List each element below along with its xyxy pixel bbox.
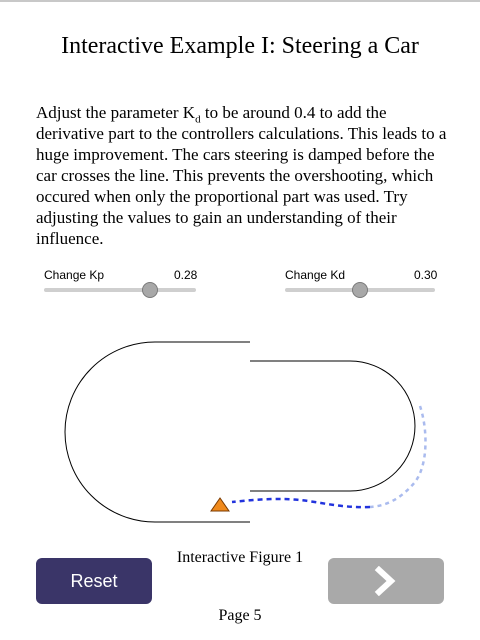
page-number: Page 5 xyxy=(218,607,262,624)
car-path-trace xyxy=(231,497,371,509)
kp-slider-track[interactable] xyxy=(44,288,196,292)
interactive-figure[interactable] xyxy=(0,330,480,540)
kd-slider-label: Change Kd xyxy=(285,268,346,282)
paragraph-text-rest: to be around 0.4 to add the derivative p… xyxy=(36,103,447,248)
reset-button-label: Reset xyxy=(70,570,118,591)
kp-slider-value: 0.28 xyxy=(174,268,198,282)
paragraph-subscript: d xyxy=(195,113,201,126)
instruction-paragraph: Adjust the parameter Kd to be around 0.4… xyxy=(36,102,456,249)
car-marker xyxy=(210,497,230,512)
paragraph-text-start: Adjust the parameter K xyxy=(36,103,196,122)
kp-slider-thumb[interactable] xyxy=(142,282,159,298)
kp-slider-label: Change Kp xyxy=(44,268,105,282)
next-page-button[interactable] xyxy=(328,558,444,604)
car-path-trace-faded xyxy=(369,405,427,509)
track-inner-line xyxy=(250,360,416,492)
top-divider xyxy=(0,0,480,2)
chevron-right-icon xyxy=(374,566,396,596)
page-title: Interactive Example I: Steering a Car xyxy=(61,33,419,59)
figure-caption: Interactive Figure 1 xyxy=(176,549,304,566)
reset-button[interactable]: Reset xyxy=(36,558,152,604)
track-outer-line xyxy=(64,341,250,523)
kd-slider-thumb[interactable] xyxy=(352,282,368,298)
kd-slider-value: 0.30 xyxy=(414,268,438,282)
